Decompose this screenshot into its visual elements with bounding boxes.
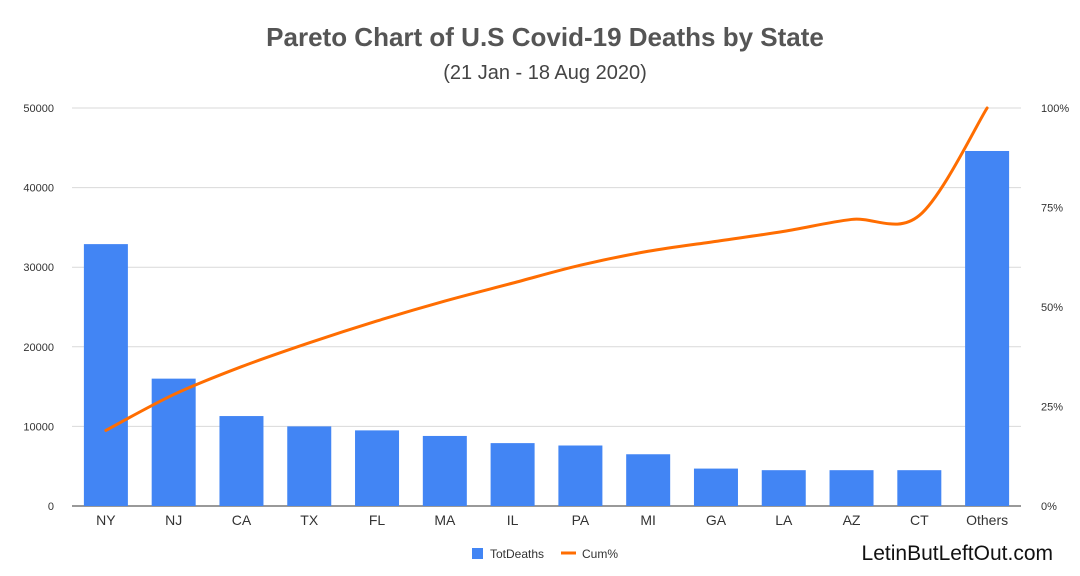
bar-ca xyxy=(219,416,264,506)
bar-az xyxy=(829,470,874,506)
left-tick-label: 0 xyxy=(48,501,54,513)
right-tick-label: 0% xyxy=(1041,501,1057,513)
right-tick-label: 100% xyxy=(1041,103,1069,115)
bar-series-totdeaths xyxy=(83,150,1010,506)
bar-mi xyxy=(626,454,671,506)
x-tick-label: PA xyxy=(572,512,590,528)
left-axis-tick-labels: 0 10000 20000 30000 40000 50000 xyxy=(23,103,54,513)
line-series-cum-pct xyxy=(104,106,989,432)
chart-title: Pareto Chart of U.S Covid-19 Deaths by S… xyxy=(266,22,824,52)
left-tick-label: 40000 xyxy=(23,183,54,195)
x-axis-category-labels: NY NJ CA TX FL MA IL PA MI GA LA AZ CT Others xyxy=(96,512,1008,528)
legend-label-totdeaths: TotDeaths xyxy=(490,547,544,561)
bar-il xyxy=(490,443,535,506)
right-tick-label: 50% xyxy=(1041,302,1063,314)
legend: TotDeaths Cum% xyxy=(472,547,618,561)
x-tick-label: Others xyxy=(966,512,1008,528)
right-tick-label: 25% xyxy=(1041,402,1063,414)
bar-others xyxy=(965,150,1010,506)
x-tick-label: MI xyxy=(640,512,656,528)
x-tick-label: LA xyxy=(775,512,793,528)
left-tick-label: 10000 xyxy=(23,421,54,433)
x-tick-label: NJ xyxy=(165,512,182,528)
bar-nj xyxy=(151,378,196,506)
left-tick-label: 30000 xyxy=(23,262,54,274)
x-tick-label: NY xyxy=(96,512,116,528)
left-tick-label: 20000 xyxy=(23,342,54,354)
chart-subtitle: (21 Jan - 18 Aug 2020) xyxy=(443,62,646,84)
bar-ma xyxy=(422,435,467,506)
bar-pa xyxy=(558,445,603,506)
x-tick-label: CA xyxy=(232,512,252,528)
cum-pct-line xyxy=(104,106,989,432)
right-axis-tick-labels: 0% 25% 50% 75% 100% xyxy=(1041,103,1069,513)
x-tick-label: MA xyxy=(434,512,456,528)
bar-ga xyxy=(693,468,738,506)
x-tick-label: TX xyxy=(300,512,319,528)
x-tick-label: AZ xyxy=(843,512,861,528)
x-tick-label: CT xyxy=(910,512,929,528)
x-tick-label: IL xyxy=(507,512,519,528)
x-tick-label: FL xyxy=(369,512,386,528)
x-tick-label: GA xyxy=(706,512,727,528)
gridlines xyxy=(72,107,1021,507)
legend-swatch-totdeaths xyxy=(472,548,483,559)
watermark: LetinButLeftOut.com xyxy=(862,542,1053,565)
left-tick-label: 50000 xyxy=(23,103,54,115)
bar-ny xyxy=(83,244,128,506)
legend-label-cum-pct: Cum% xyxy=(582,547,618,561)
bar-tx xyxy=(287,426,332,506)
bar-fl xyxy=(355,430,400,506)
bar-ct xyxy=(897,470,942,506)
right-tick-label: 75% xyxy=(1041,203,1063,215)
bar-la xyxy=(761,470,806,506)
